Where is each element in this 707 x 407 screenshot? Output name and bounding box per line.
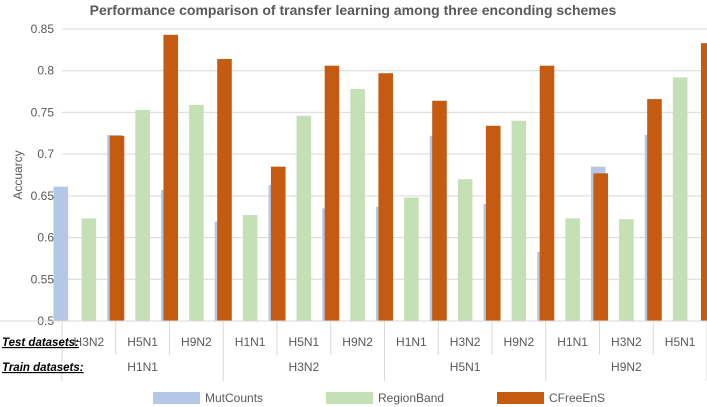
chart-title: Performance comparison of transfer learn… xyxy=(90,2,617,18)
legend-swatch-regionband xyxy=(326,392,373,404)
train-dataset-label: H1N1 xyxy=(127,360,158,374)
bars xyxy=(53,34,707,322)
y-tick-label: 0.75 xyxy=(31,105,55,119)
test-dataset-label: H3N2 xyxy=(74,335,105,349)
bar-cfreeens-4 xyxy=(270,166,286,321)
bar-cfreeens-7 xyxy=(432,100,447,322)
train-dataset-label: H9N2 xyxy=(611,360,642,374)
y-tick-label: 0.85 xyxy=(31,22,55,36)
bar-regionband-6 xyxy=(350,89,365,321)
y-tick-label: 0.6 xyxy=(37,231,54,245)
x-axis: H3N2 H5N1 H9N2 H1N1 H5N1 H9N2 H1N1 H3N2 H9N2 H1N1… xyxy=(0,320,707,381)
bar-cfreeens-8 xyxy=(485,125,501,321)
bar-regionband-2 xyxy=(135,109,150,321)
bar-cfreeens-5 xyxy=(324,65,340,321)
bar-cfreeens-9 xyxy=(539,65,555,321)
legend-label-cfreeens: CFreeEnS xyxy=(549,391,605,405)
bar-regionband-11 xyxy=(619,219,634,321)
bar-regionband-9 xyxy=(511,120,527,322)
bar-cfreeens-12 xyxy=(700,43,707,321)
test-dataset-label: H5N1 xyxy=(127,335,158,349)
y-tick-label: 0.8 xyxy=(37,64,54,78)
bar-cfreeens-6 xyxy=(378,73,394,322)
test-dataset-label: H5N1 xyxy=(665,335,696,349)
bar-cfreeens-3 xyxy=(217,59,232,321)
legend-label-regionband: RegionBand xyxy=(378,391,444,405)
bar-regionband-3 xyxy=(189,104,204,321)
test-dataset-label: H3N2 xyxy=(611,335,642,349)
test-dataset-label: H9N2 xyxy=(342,335,373,349)
bar-regionband-8 xyxy=(457,179,473,321)
y-tick-label: 0.7 xyxy=(37,147,54,161)
y-axis-label: Accuarcy xyxy=(11,150,25,199)
legend-swatch-mutcounts xyxy=(153,392,200,404)
y-tick-label: 0.65 xyxy=(31,189,55,203)
bar-regionband-4 xyxy=(242,215,258,321)
bar-regionband-5 xyxy=(296,115,312,321)
train-dataset-label: H5N1 xyxy=(450,360,481,374)
y-tick-label: 0.55 xyxy=(31,272,55,286)
test-dataset-label: H1N1 xyxy=(396,335,427,349)
bar-regionband-7 xyxy=(404,197,419,321)
bar-regionband-12 xyxy=(672,77,688,321)
test-dataset-label: H1N1 xyxy=(235,335,266,349)
bar-cfreeens-10 xyxy=(593,173,609,321)
train-dataset-label: H3N2 xyxy=(289,360,320,374)
bar-regionband-10 xyxy=(565,218,580,321)
test-datasets-row-label: Test datasets: xyxy=(2,337,79,349)
legend-swatch-cfreeens xyxy=(497,392,544,404)
y-axis-ticks: 0.50.550.60.650.70.750.80.85 xyxy=(31,22,55,328)
test-dataset-label: H3N2 xyxy=(450,335,481,349)
test-dataset-label: H9N2 xyxy=(181,335,212,349)
bar-cfreeens-11 xyxy=(647,99,662,321)
train-datasets-row-label: Train datasets: xyxy=(2,362,84,374)
bar-cfreeens-2 xyxy=(163,34,179,322)
bar-cfreeens-1 xyxy=(109,135,125,321)
bar-regionband-1 xyxy=(81,218,97,321)
test-dataset-label: H1N1 xyxy=(557,335,588,349)
legend: MutCounts RegionBand CFreeEnS xyxy=(153,391,605,405)
bar-mutcounts-1 xyxy=(53,186,69,321)
test-dataset-label: H5N1 xyxy=(289,335,320,349)
legend-label-mutcounts: MutCounts xyxy=(205,391,263,405)
test-dataset-label: H9N2 xyxy=(504,335,535,349)
